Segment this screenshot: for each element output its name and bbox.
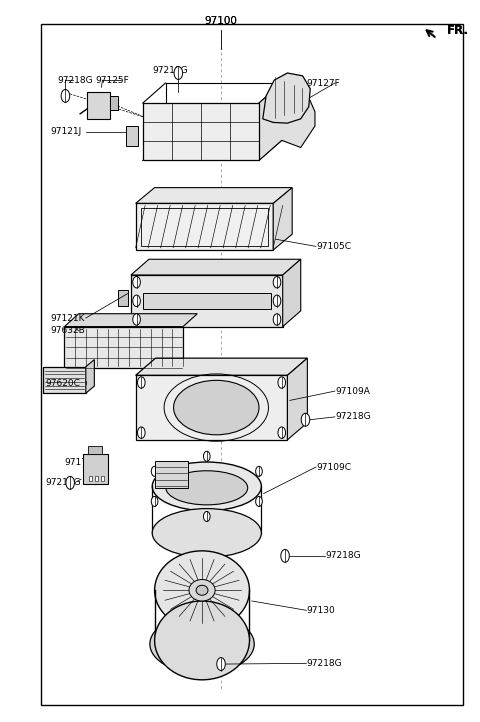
Text: 97218G: 97218G (57, 76, 93, 84)
Bar (118, 290, 128, 306)
Text: 97130: 97130 (306, 606, 335, 615)
Text: 97632B: 97632B (50, 326, 85, 336)
Text: 97176E: 97176E (64, 458, 99, 467)
Text: 97105C: 97105C (316, 242, 351, 251)
Polygon shape (288, 358, 307, 440)
Circle shape (138, 377, 145, 388)
Bar (88, 445, 102, 454)
Text: 97218G: 97218G (306, 659, 342, 668)
Text: 97109C: 97109C (316, 463, 351, 471)
Circle shape (278, 377, 286, 388)
Ellipse shape (152, 508, 261, 557)
Polygon shape (131, 275, 283, 326)
Polygon shape (263, 73, 310, 123)
Polygon shape (136, 204, 273, 250)
Bar (43, 367, 86, 393)
Circle shape (151, 497, 158, 506)
Polygon shape (86, 360, 95, 393)
Circle shape (273, 314, 281, 325)
Circle shape (273, 277, 281, 288)
Circle shape (256, 466, 262, 477)
Polygon shape (131, 259, 301, 275)
Text: 97218G: 97218G (325, 552, 361, 560)
Ellipse shape (174, 380, 259, 435)
Polygon shape (143, 103, 259, 160)
Circle shape (256, 497, 262, 506)
Text: 97127F: 97127F (306, 79, 340, 87)
Polygon shape (273, 188, 292, 250)
Bar (87, 92, 110, 119)
Text: 97218G: 97218G (335, 412, 371, 422)
Ellipse shape (150, 614, 254, 674)
Circle shape (217, 658, 225, 671)
Polygon shape (136, 188, 292, 204)
Circle shape (204, 451, 210, 461)
Text: 97121J: 97121J (50, 127, 82, 136)
Circle shape (204, 511, 210, 521)
Ellipse shape (155, 601, 250, 680)
Bar (41, 25, 463, 705)
Polygon shape (64, 326, 183, 368)
Circle shape (61, 90, 70, 103)
Text: FR.: FR. (446, 24, 468, 37)
Circle shape (66, 477, 74, 490)
Text: FR.: FR. (446, 24, 468, 37)
Polygon shape (64, 314, 197, 326)
Text: 97125F: 97125F (96, 76, 129, 84)
Bar (126, 126, 138, 146)
Ellipse shape (166, 471, 248, 505)
Bar (84, 454, 108, 484)
Circle shape (281, 549, 289, 562)
Circle shape (138, 427, 145, 438)
Ellipse shape (196, 586, 208, 595)
Bar (89, 476, 92, 482)
Text: 97100: 97100 (204, 16, 238, 26)
Polygon shape (155, 461, 188, 488)
Text: 97109A: 97109A (335, 386, 370, 396)
Circle shape (174, 66, 182, 79)
Polygon shape (143, 293, 271, 309)
Polygon shape (136, 375, 288, 440)
Bar (96, 476, 98, 482)
Text: 97100: 97100 (204, 16, 238, 26)
Text: 97121K: 97121K (50, 313, 85, 323)
Ellipse shape (155, 551, 250, 630)
Text: 97620C: 97620C (46, 380, 80, 388)
Circle shape (133, 314, 140, 325)
Circle shape (133, 277, 140, 288)
Text: 97218G: 97218G (152, 66, 188, 75)
Ellipse shape (152, 462, 261, 510)
Bar (110, 96, 118, 110)
Circle shape (278, 427, 286, 438)
Circle shape (273, 295, 281, 307)
Polygon shape (259, 83, 315, 160)
Bar (101, 476, 104, 482)
Circle shape (133, 295, 140, 307)
Circle shape (151, 466, 158, 477)
Polygon shape (136, 358, 307, 375)
Polygon shape (283, 259, 301, 326)
Text: 97218G: 97218G (46, 478, 81, 487)
Circle shape (301, 413, 310, 426)
Ellipse shape (189, 580, 215, 601)
